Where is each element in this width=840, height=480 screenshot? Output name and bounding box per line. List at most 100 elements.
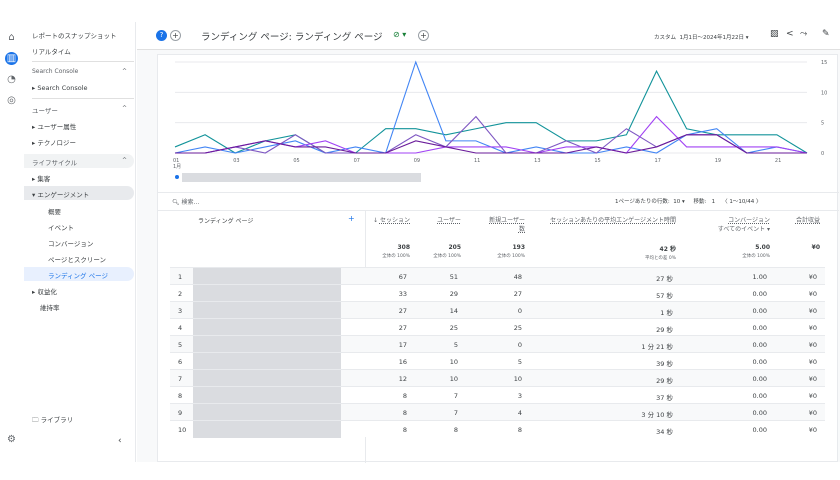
- status-check-icon[interactable]: ⊘ ▾: [393, 30, 407, 39]
- redacted-landing-page: [193, 319, 341, 336]
- main-content: ? + ランディング ページ: ランディング ページ ⊘ ▾ + カスタム 1月…: [137, 22, 840, 463]
- x-tick-label: 01: [173, 158, 179, 164]
- nav-pages-screens[interactable]: ページとスクリーン: [48, 256, 107, 264]
- nav-library[interactable]: 🗀 ライブラリ: [32, 416, 74, 424]
- nav-overview[interactable]: 概要: [48, 208, 61, 216]
- next-page-button[interactable]: 〉: [756, 199, 762, 205]
- column-header[interactable]: ↓ セッション: [373, 217, 410, 224]
- chevron-up-icon[interactable]: ^: [122, 157, 128, 164]
- section-search-console[interactable]: Search Console: [32, 68, 79, 75]
- series-line-1[interactable]: [174, 69, 808, 154]
- column-total: 42 秒平均との差 0%: [644, 246, 676, 261]
- table-header: ランディング ページ + ↓ セッション 308 全体の 100% ユーザー 205 全体…: [158, 211, 839, 463]
- column-total: ¥0: [811, 244, 820, 251]
- table-row[interactable]: 5 17 5 0 1 分 21 秒 0.00 ¥0: [170, 335, 825, 353]
- redacted-landing-page: [193, 336, 341, 353]
- x-tick-label: 13: [534, 158, 540, 164]
- series-line-2[interactable]: [174, 60, 808, 154]
- redacted-landing-page: [193, 268, 341, 285]
- divider: [32, 61, 134, 62]
- comparison-icon[interactable]: ?: [156, 30, 167, 41]
- section-user[interactable]: ユーザー: [32, 107, 58, 115]
- x-tick-label: 21: [775, 158, 781, 164]
- column-total: 193 全体の 100%: [497, 244, 525, 259]
- pagination: 1ページあたりの行数: 10 ▾ 移動: 1 〈 1～10/44 〉: [615, 199, 762, 205]
- customize-report-icon[interactable]: ▨: [770, 29, 779, 39]
- chevron-up-icon[interactable]: ^: [122, 105, 128, 112]
- sidebar-nav: レポートのスナップショット リアルタイム Search Console ^ ▸ …: [24, 22, 136, 462]
- line-chart: 15 10 5 0 01 03 05 07 09 11 13 15 17 19 21 1月: [173, 60, 827, 170]
- column-header[interactable]: 新規ユーザー数: [489, 217, 525, 233]
- explore-icon[interactable]: ◔: [7, 74, 16, 85]
- nav-monetization[interactable]: ▸ 収益化: [32, 288, 57, 296]
- x-tick-label: 19: [715, 158, 721, 164]
- nav-retention[interactable]: 維持率: [40, 304, 60, 312]
- add-dimension-button[interactable]: +: [348, 214, 355, 223]
- column-total: 205 全体の 100%: [433, 244, 461, 259]
- search-input[interactable]: 🔍︎ 検索...: [172, 199, 200, 206]
- add-filter-button[interactable]: +: [418, 30, 429, 41]
- x-tick-label: 03: [233, 158, 239, 164]
- home-icon[interactable]: ⌂: [8, 32, 15, 43]
- nav-landing-page[interactable]: ランディング ページ: [48, 272, 108, 280]
- folder-icon: 🗀: [32, 416, 39, 424]
- nav-engagement[interactable]: ▾ エンゲージメント: [32, 191, 90, 199]
- column-header[interactable]: セッションあたりの平均エンゲージメント時間: [550, 217, 676, 224]
- x-tick-label: 07: [354, 158, 360, 164]
- reports-icon[interactable]: ▥: [5, 52, 18, 65]
- report-card: 15 10 5 0 01 03 05 07 09 11 13 15 17 19 21 1月 🔍︎ 検索... …: [157, 54, 839, 463]
- gear-icon[interactable]: ⚙: [7, 434, 16, 445]
- table-row[interactable]: 1 67 51 48 27 秒 1.00 ¥0: [170, 267, 825, 285]
- date-range-picker[interactable]: カスタム 1月1日～2024年1月22日 ▾: [654, 35, 749, 41]
- section-lifecycle[interactable]: ライフサイクル: [32, 159, 78, 167]
- icon-rail: ⌂ ▥ ◔ ◎ ⚙: [0, 22, 22, 462]
- insights-icon[interactable]: ⤳: [800, 29, 808, 39]
- search-icon: 🔍︎: [172, 199, 180, 206]
- nav-realtime[interactable]: リアルタイム: [32, 48, 71, 56]
- nav-user-attributes[interactable]: ▸ ユーザー属性: [32, 123, 77, 131]
- nav-snapshot[interactable]: レポートのスナップショット: [32, 32, 117, 40]
- sort-arrow-icon: ↓: [373, 217, 380, 224]
- table-row[interactable]: 7 12 10 10 29 秒 0.00 ¥0: [170, 369, 825, 387]
- nav-technology[interactable]: ▸ テクノロジー: [32, 139, 76, 147]
- y-tick-label: 10: [821, 90, 827, 96]
- collapse-chevron-icon[interactable]: ‹: [118, 436, 122, 446]
- redacted-landing-page: [193, 353, 341, 370]
- nav-conversions[interactable]: コンバージョン: [48, 240, 94, 248]
- table-row[interactable]: 10 8 8 8 34 秒 0.00 ¥0: [170, 420, 825, 438]
- column-header[interactable]: 合計収益: [795, 217, 820, 224]
- edit-icon[interactable]: ✎: [822, 29, 830, 39]
- nav-events[interactable]: イベント: [48, 224, 74, 232]
- table-row[interactable]: 4 27 25 25 29 秒 0.00 ¥0: [170, 318, 825, 336]
- x-tick-label: 09: [414, 158, 420, 164]
- nav-acquisition[interactable]: ▸ 集客: [32, 175, 51, 183]
- series-line-5[interactable]: [175, 134, 807, 154]
- column-header[interactable]: ユーザー: [437, 217, 461, 224]
- share-icon[interactable]: <: [786, 29, 794, 39]
- redacted-landing-page: [193, 285, 341, 302]
- table-row[interactable]: 6 16 10 5 39 秒 0.00 ¥0: [170, 352, 825, 370]
- legend-redacted: [182, 173, 421, 182]
- y-tick-label: 0: [821, 151, 824, 157]
- table-row[interactable]: 8 8 7 3 37 秒 0.00 ¥0: [170, 386, 825, 404]
- redacted-landing-page: [193, 387, 341, 404]
- column-header[interactable]: コンバージョン すべてのイベント ▾: [717, 217, 770, 233]
- redacted-landing-page: [193, 404, 341, 421]
- x-tick-label: 17: [655, 158, 661, 164]
- rows-per-page-select[interactable]: 10 ▾: [673, 199, 685, 205]
- x-month-label: 1月: [173, 164, 181, 170]
- dimension-header[interactable]: ランディング ページ: [198, 218, 254, 225]
- add-comparison-button[interactable]: +: [170, 30, 181, 41]
- nav-search-console[interactable]: ▸ Search Console: [32, 84, 88, 92]
- table-row[interactable]: 2 33 29 27 57 秒 0.00 ¥0: [170, 284, 825, 302]
- column-total: 308 全体の 100%: [382, 244, 410, 259]
- table-row[interactable]: 3 27 14 0 1 秒 0.00 ¥0: [170, 301, 825, 319]
- prev-page-button[interactable]: 〈: [722, 199, 728, 205]
- goto-input[interactable]: 1: [711, 199, 716, 205]
- advertising-icon[interactable]: ◎: [7, 95, 16, 106]
- y-tick-label: 5: [821, 121, 824, 127]
- redacted-landing-page: [193, 421, 341, 438]
- legend-dot: [175, 175, 179, 179]
- chevron-up-icon[interactable]: ^: [122, 68, 128, 75]
